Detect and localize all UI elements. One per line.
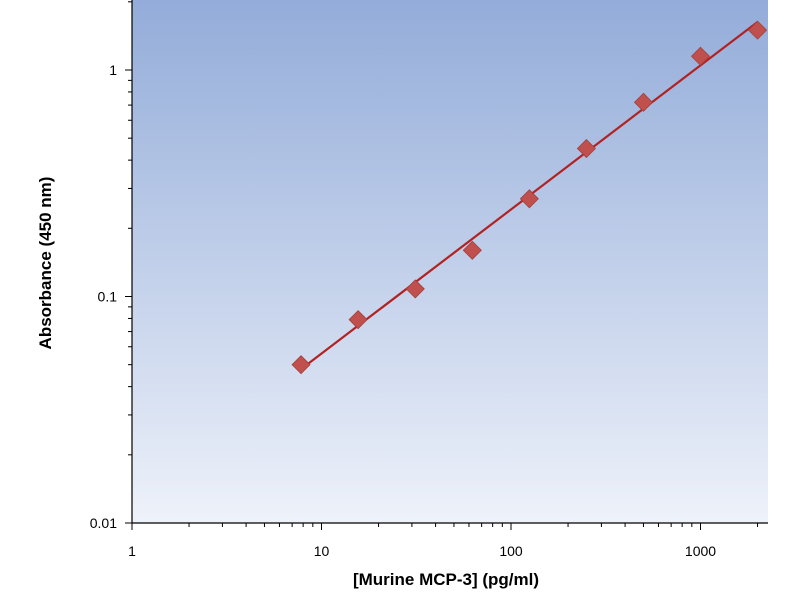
plot-area	[132, 0, 768, 523]
x-tick-label: 1000	[685, 543, 716, 559]
x-axis-label: [Murine MCP-3] (pg/ml)	[353, 570, 539, 589]
y-tick-label: 1	[109, 62, 117, 78]
x-tick-label: 1	[128, 543, 136, 559]
data-point	[519, 189, 539, 209]
x-tick-label: 100	[499, 543, 523, 559]
y-tick-label: 0.01	[90, 515, 117, 531]
y-tick-label: 0.1	[98, 289, 118, 305]
x-tick-label: 10	[314, 543, 330, 559]
data-point	[405, 279, 425, 299]
data-markers	[291, 20, 768, 375]
data-point	[576, 138, 596, 159]
y-axis-label: Absorbance (450 nm)	[36, 177, 55, 350]
data-point	[747, 20, 768, 40]
data-point	[690, 46, 711, 66]
data-point	[462, 240, 482, 260]
axes: 1 10 100 1000 0.01 0.1 1	[90, 0, 768, 559]
data-point	[633, 92, 654, 112]
data-point	[348, 310, 368, 330]
data-point	[291, 355, 311, 375]
